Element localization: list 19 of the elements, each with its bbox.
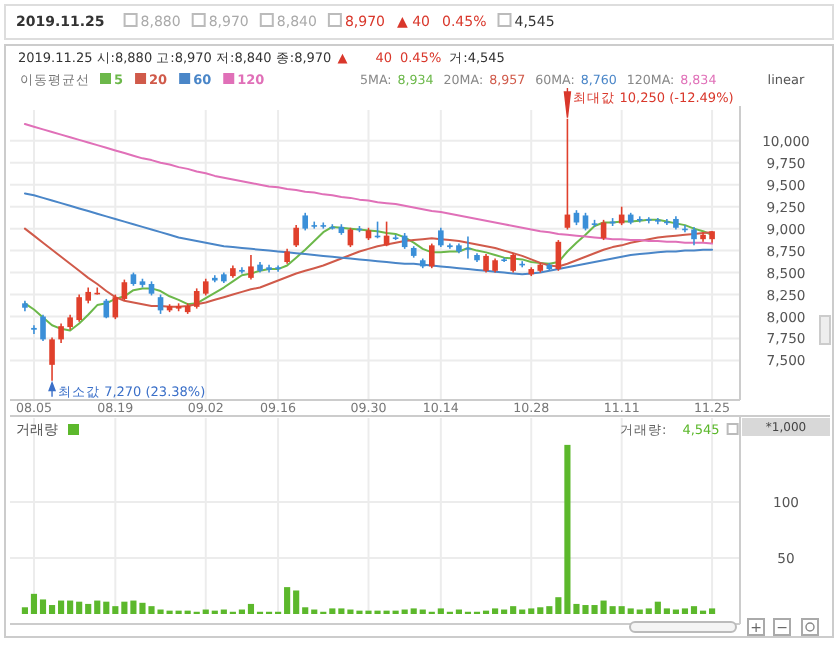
candlestick [121, 278, 128, 302]
candlestick [248, 254, 254, 281]
candlestick [49, 336, 55, 382]
candlestick [600, 219, 607, 241]
bar [247, 603, 255, 614]
bar [39, 599, 47, 614]
bar [30, 593, 38, 614]
candlestick [103, 298, 110, 320]
bar [681, 608, 689, 614]
candlestick [428, 242, 435, 269]
bar [48, 605, 56, 614]
line-series [23, 227, 714, 308]
candlestick [438, 226, 444, 248]
candlestick [510, 252, 516, 274]
line-series [23, 123, 714, 245]
bar [690, 606, 698, 614]
candlestick [293, 224, 299, 248]
line-series [23, 192, 714, 276]
candlestick [691, 226, 697, 247]
